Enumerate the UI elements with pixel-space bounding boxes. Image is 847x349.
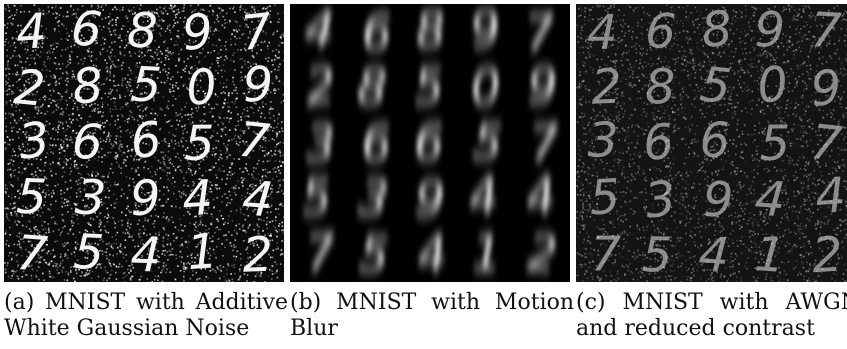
digit-glyph: 7 [528, 115, 562, 172]
digit-glyph: 5 [72, 224, 105, 281]
digit-glyph: 0 [755, 56, 791, 115]
digit-glyph: 6 [644, 4, 678, 60]
digit-glyph: 3 [642, 170, 679, 229]
digit-glyphs: 4 6 8 9 72 8 5 0 93 6 6 5 75 3 9 4 47 5 4 1 2 [12, 4, 276, 282]
digit-glyphs: 4 6 8 9 72 8 5 0 93 6 6 5 75 3 9 4 47 5 4 1 2 [300, 4, 562, 282]
awgn-digit-grid-image: 4 6 8 9 72 8 5 0 93 6 6 5 75 3 9 4 47 5 4 1 2 [4, 4, 284, 282]
digit-glyph: 7 [14, 225, 49, 282]
digit-glyph: 9 [527, 59, 558, 115]
reduced-contrast-digit-grid-image: 4 6 8 9 72 8 5 0 93 6 6 5 75 3 9 4 47 5 4 1 2 [576, 4, 847, 282]
digit-glyph: 1 [471, 226, 502, 282]
digit-glyph: 6 [640, 113, 676, 172]
digit-glyph: 9 [703, 172, 734, 228]
digit-glyph: 2 [12, 59, 48, 118]
digit-glyph: 5 [588, 169, 622, 227]
digit-glyph: 4 [303, 4, 337, 58]
digit-glyph: 6 [69, 4, 104, 59]
digit-glyph: 7 [524, 5, 557, 62]
digit-glyph: 0 [184, 58, 220, 117]
digit-glyph: 5 [357, 226, 391, 282]
digit-glyph: 2 [810, 227, 844, 282]
digit-glyph: 5 [15, 169, 47, 226]
digit-glyph: 9 [242, 56, 274, 113]
motion-blur-digit-grid-image: 4 6 8 9 72 8 5 0 93 6 6 5 75 3 9 4 47 5 4 1 2 [290, 4, 570, 282]
digit-glyph: 5 [413, 58, 446, 115]
digit-glyph: 5 [471, 114, 505, 172]
digit-glyph: 7 [236, 112, 273, 171]
caption-c: (c) MNIST with AWGN and reduced contrast [576, 290, 847, 341]
digit-glyph: 4 [587, 5, 618, 61]
digit-glyph: 5 [300, 169, 333, 226]
digit-glyph: 2 [525, 225, 560, 282]
digit-glyph: 3 [74, 169, 108, 227]
digit-glyphs: 4 6 8 9 72 8 5 0 93 6 6 5 75 3 9 4 47 5 4 1 2 [587, 4, 847, 282]
digit-glyph: 4 [130, 227, 162, 282]
digit-glyph: 5 [697, 56, 734, 115]
digit-glyph: 9 [129, 170, 162, 227]
digit-glyph: 9 [413, 171, 447, 229]
digit-glyph: 2 [303, 58, 338, 116]
digit-glyph: 1 [185, 223, 219, 281]
digit-glyph: 6 [128, 111, 164, 170]
digit-glyph: 5 [760, 116, 791, 172]
digit-glyph: 3 [305, 116, 337, 173]
digit-glyph: 3 [355, 169, 391, 228]
digit-glyph: 7 [590, 226, 621, 282]
digit-glyph: 1 [753, 226, 787, 282]
digit-glyph: 6 [71, 114, 104, 171]
digit-glyph: 5 [129, 56, 163, 114]
digit-glyph: 8 [356, 59, 389, 116]
digit-glyph: 4 [466, 167, 501, 225]
digit-glyph: 9 [809, 60, 844, 118]
digit-glyph: 4 [697, 226, 731, 282]
digit-glyph: 6 [361, 5, 392, 61]
digit-glyph: 8 [644, 59, 676, 116]
digit-glyph: 8 [126, 4, 158, 59]
digit-glyph: 7 [304, 225, 338, 282]
digit-glyph: 9 [468, 4, 504, 59]
caption-b: (b) MNIST with Motion Blur [290, 290, 574, 341]
digit-glyph: 4 [753, 171, 787, 229]
digit-glyph: 5 [641, 227, 672, 282]
digit-glyph: 4 [240, 170, 275, 228]
digit-glyph: 6 [414, 116, 445, 172]
digit-glyph: 3 [587, 112, 618, 168]
noise-overlay [4, 4, 284, 282]
noise-layer [4, 4, 284, 282]
digit-glyph: 6 [699, 113, 730, 169]
caption-a: (a) MNIST with Additive White Gaussian N… [4, 290, 288, 341]
digit-glyph: 0 [468, 58, 503, 116]
noise-layer [576, 4, 847, 282]
image-background [290, 4, 570, 282]
digit-glyph: 9 [180, 4, 216, 62]
digit-glyph: 2 [590, 59, 623, 116]
digit-glyph: 8 [699, 4, 735, 59]
digit-glyph: 2 [241, 227, 274, 282]
digit-glyph: 4 [415, 226, 449, 282]
noise-overlay [576, 4, 847, 282]
digit-glyph: 4 [523, 167, 559, 226]
digit-glyph: 6 [360, 116, 393, 173]
digit-glyph: 7 [238, 4, 275, 62]
digit-glyph: 7 [808, 114, 845, 173]
digit-glyph: 4 [813, 167, 847, 225]
digit-glyph: 4 [181, 170, 215, 228]
digit-glyph: 5 [184, 115, 215, 171]
digit-glyph: 8 [413, 4, 448, 59]
digit-glyph: 4 [14, 4, 48, 61]
digit-glyph: 9 [754, 4, 785, 58]
digit-glyph: 8 [70, 57, 106, 116]
image-background [576, 4, 847, 282]
digit-glyph: 7 [809, 4, 843, 60]
